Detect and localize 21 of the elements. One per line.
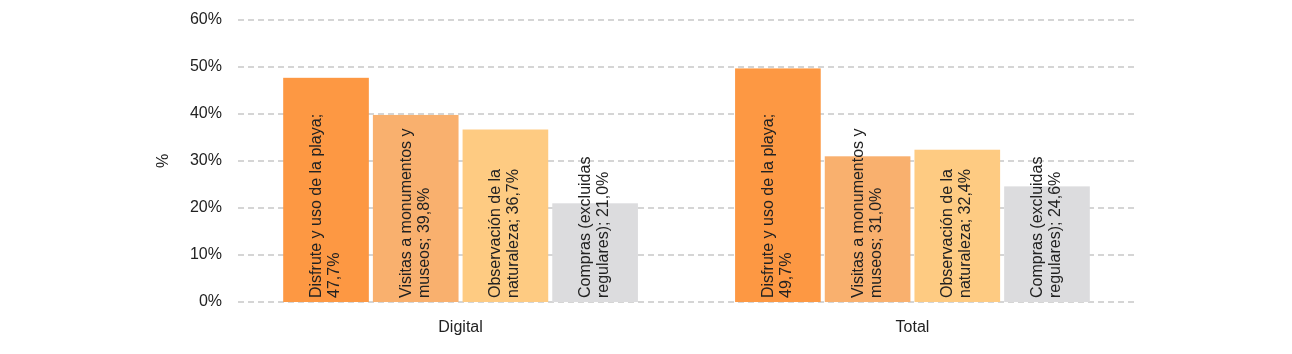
bar <box>283 77 369 302</box>
y-axis-title: % <box>154 153 171 169</box>
bar <box>372 114 459 302</box>
data-label: Observación de la naturaleza; 36,7% <box>486 168 522 298</box>
data-label: Visitas a monumentos y museos; 39,8% <box>396 128 432 298</box>
y-tick-label: 60% <box>189 10 222 28</box>
x-tick-label: Total <box>895 318 930 335</box>
y-tick-label: 30% <box>189 151 222 169</box>
data-label: Visitas a monumentos y museos; 31,0% <box>848 128 884 298</box>
y-tick-label: 10% <box>189 245 222 263</box>
y-tick-label: 50% <box>189 57 222 75</box>
data-label: Compras (excluidas regulares); 24,6% <box>1028 156 1064 298</box>
y-tick-label: 0% <box>198 292 222 310</box>
data-label: Compras (excluidas regulares); 21,0% <box>576 156 612 298</box>
y-tick-label: 40% <box>189 104 222 122</box>
data-label: Disfrute y uso de la playa; 49,7% <box>759 113 795 298</box>
x-tick-label: Digital <box>438 318 483 335</box>
data-label: Disfrute y uso de la playa; 47,7% <box>307 113 343 298</box>
y-tick-label: 20% <box>189 198 222 216</box>
bar <box>735 68 821 302</box>
data-label: Observación de la naturaleza; 32,4% <box>938 168 974 298</box>
